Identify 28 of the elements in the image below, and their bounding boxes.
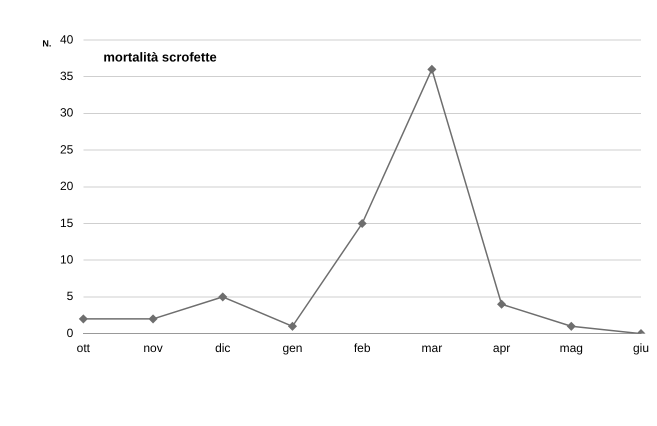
- point: [148, 314, 158, 324]
- x-tick-label: feb: [354, 341, 371, 356]
- x-tick-label: mar: [422, 341, 442, 356]
- y-tick-label: 10: [60, 252, 74, 267]
- y-tick-label: 30: [60, 106, 74, 120]
- point: [288, 322, 297, 331]
- point: [428, 65, 436, 74]
- y-tick-label: 20: [60, 179, 74, 194]
- point: [358, 219, 366, 228]
- y-tick-label: 25: [60, 142, 74, 156]
- point: [218, 292, 228, 302]
- point: [497, 300, 506, 308]
- y-tick-label: 0: [66, 326, 74, 340]
- point: [79, 314, 88, 324]
- x-tick-label: giu: [632, 341, 649, 356]
- x-tick-label: nov: [143, 341, 163, 356]
- y-tick-label: 40: [60, 32, 74, 46]
- x-tick-label: gen: [282, 341, 302, 356]
- text: mortalità scrofette: [103, 50, 217, 65]
- y-tick-label: 15: [60, 216, 74, 230]
- x-tick-label: apr: [492, 341, 510, 356]
- x-tick-label: mag: [560, 341, 583, 356]
- x-tick-label: dic: [215, 341, 230, 356]
- y-tick-label: 5: [66, 289, 74, 304]
- y-tick-label: 35: [60, 69, 74, 84]
- x-tick-label: ott: [76, 341, 91, 356]
- point: [567, 322, 576, 331]
- y-axis-title: N.: [42, 38, 52, 48]
